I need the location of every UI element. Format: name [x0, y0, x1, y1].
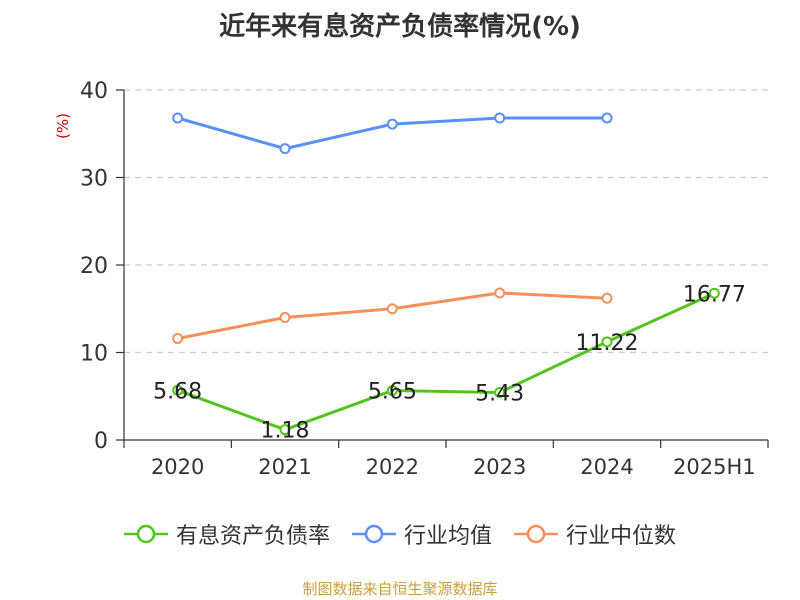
legend: 有息资产负债率 行业均值 行业中位数 — [0, 518, 800, 550]
series-line-0 — [177, 291, 715, 432]
data-point — [279, 143, 291, 155]
data-point — [172, 333, 184, 344]
data-label: 5.43 — [475, 381, 524, 406]
y-tick-label: 10 — [80, 342, 108, 367]
series-line-2 — [177, 291, 608, 340]
data-point — [601, 292, 613, 304]
y-tick-label: 0 — [94, 429, 108, 454]
legend-item-industry-mean[interactable]: 行业均值 — [351, 518, 492, 550]
legend-label: 有息资产负债率 — [175, 524, 330, 549]
data-point — [172, 112, 184, 124]
data-point — [494, 386, 506, 398]
chart-title: 近年来有息资产负债率情况(%) — [219, 12, 581, 42]
source-note: 制图数据来自恒生聚源数据库 — [302, 580, 498, 598]
data-point — [386, 385, 398, 397]
x-tick-label: 2021 — [258, 455, 311, 479]
y-tick-label: 30 — [80, 167, 108, 192]
x-tick-label: 2023 — [473, 455, 526, 479]
y-tick-label: 40 — [80, 79, 108, 104]
legend-marker-blue-icon — [351, 524, 396, 544]
y-tick-label: 20 — [80, 254, 108, 279]
legend-label: 行业中位数 — [566, 524, 677, 549]
legend-label: 行业均值 — [403, 524, 492, 549]
data-label: 5.65 — [368, 380, 417, 405]
x-tick-label: 2024 — [580, 455, 633, 479]
legend-marker-orange-icon — [514, 524, 558, 544]
data-point — [386, 118, 398, 130]
legend-marker-green-icon — [123, 524, 168, 544]
x-tick-label: 2022 — [366, 455, 419, 479]
legend-item-industry-median[interactable]: 行业中位数 — [514, 518, 676, 550]
data-label: 16.77 — [683, 282, 746, 307]
legend-item-interest-bearing-debt-ratio[interactable]: 有息资产负债率 — [123, 518, 330, 550]
data-point — [279, 424, 291, 436]
data-point — [386, 303, 398, 315]
data-point — [279, 312, 291, 323]
data-label: 1.18 — [261, 419, 310, 444]
y-axis-unit-label: (%) — [54, 113, 72, 139]
data-point — [494, 287, 506, 299]
data-label: 11.22 — [576, 331, 639, 356]
data-point — [172, 384, 184, 396]
data-point — [601, 336, 613, 348]
x-tick-label: 2020 — [151, 455, 204, 479]
data-point — [494, 112, 506, 124]
data-point — [708, 287, 720, 299]
data-label: 5.68 — [153, 379, 202, 404]
x-tick-label: 2025H1 — [673, 455, 756, 479]
data-point — [601, 112, 613, 124]
